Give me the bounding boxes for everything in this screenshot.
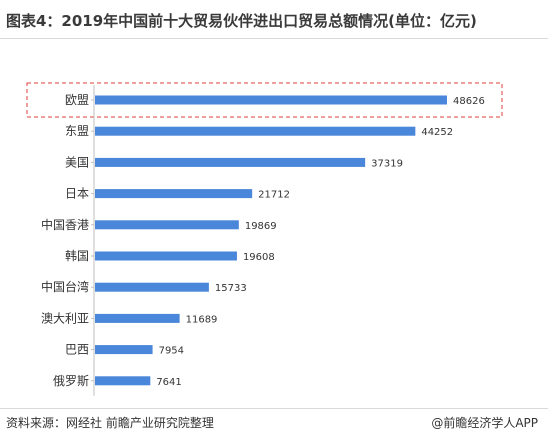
category-label: 东盟 [65, 124, 89, 138]
value-label: 15733 [215, 283, 247, 294]
bar [95, 313, 180, 323]
value-label: 7641 [156, 377, 181, 388]
footer-divider [0, 408, 548, 409]
category-label: 俄罗斯 [53, 374, 89, 388]
category-label: 欧盟 [65, 93, 89, 107]
bar [95, 189, 253, 199]
bar [95, 157, 366, 167]
value-label: 7954 [159, 346, 184, 357]
category-label: 韩国 [65, 248, 89, 263]
bar [95, 345, 153, 355]
bar-chart: 欧盟 48626 东盟 44252 美国 37319 日本 21712 中国香港 19869 韩国 1… [26, 82, 503, 396]
category-label: 中国香港 [41, 217, 89, 232]
category-label: 美国 [65, 155, 89, 169]
category-label: 日本 [65, 187, 89, 201]
value-label: 19869 [245, 221, 277, 232]
bar [95, 251, 237, 261]
category-label: 中国台湾 [41, 279, 89, 294]
highlight-box [26, 82, 503, 118]
title-divider [0, 38, 548, 39]
value-label: 19608 [243, 252, 275, 263]
bar [95, 95, 447, 105]
value-label: 37319 [371, 158, 403, 169]
value-label: 21712 [258, 190, 290, 201]
category-label: 澳大利亚 [41, 311, 89, 325]
source-note: 资料来源：网经社 前瞻产业研究院整理 [6, 416, 214, 430]
category-label: 巴西 [65, 343, 89, 357]
value-label: 48626 [453, 96, 485, 107]
value-label: 11689 [186, 314, 218, 325]
bar [95, 126, 416, 136]
chart-title: 图表4：2019年中国前十大贸易伙伴进出口贸易总额情况(单位：亿元) [6, 12, 477, 30]
bar [95, 376, 151, 386]
bar [95, 282, 209, 292]
value-label: 44252 [421, 127, 453, 138]
brand-credit: @前瞻经济学人APP [431, 416, 538, 430]
bar [95, 220, 239, 230]
